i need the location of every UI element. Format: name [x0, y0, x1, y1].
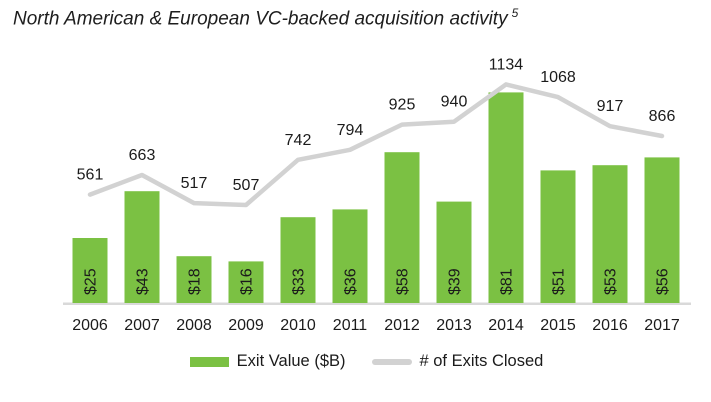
bar-value-label-2015: $51	[551, 268, 568, 295]
x-axis-label-2010: 2010	[280, 317, 316, 334]
legend-line-swatch	[371, 358, 412, 365]
legend-bar-swatch	[189, 356, 229, 367]
bar-2010	[280, 217, 316, 303]
line-value-label-2016: 917	[597, 98, 624, 115]
line-value-label-2008: 517	[181, 175, 208, 192]
x-axis-label-2014: 2014	[488, 317, 524, 334]
chart-title-text: North American & European VC-backed acqu…	[13, 8, 508, 30]
bar-value-label-2010: $33	[291, 268, 308, 295]
bar-2008	[176, 256, 212, 303]
line-value-label-2017: 866	[649, 108, 676, 125]
x-axis-label-2006: 2006	[72, 317, 108, 334]
bar-2015	[540, 170, 576, 303]
footnote-marker: 5	[511, 6, 519, 20]
bar-value-label-2017: $56	[655, 268, 672, 295]
line-value-label-2011: 794	[337, 122, 364, 139]
bar-2012	[384, 152, 420, 303]
x-axis-label-2016: 2016	[592, 317, 628, 334]
x-axis-label-2012: 2012	[384, 317, 420, 334]
bar-value-label-2007: $43	[135, 268, 152, 295]
x-axis-label-2008: 2008	[176, 317, 212, 334]
bar-value-label-2009: $16	[239, 268, 256, 295]
line-value-label-2006: 561	[77, 167, 104, 184]
line-value-label-2010: 742	[285, 132, 312, 149]
bar-value-label-2006: $25	[83, 268, 100, 295]
legend: Exit Value ($B) # of Exits Closed	[0, 352, 711, 371]
line-value-label-2013: 940	[441, 94, 468, 111]
bar-value-label-2014: $81	[499, 268, 516, 295]
bar-2016	[592, 165, 628, 303]
bar-2006	[72, 238, 108, 303]
x-axis-label-2013: 2013	[436, 317, 472, 334]
line-value-label-2012: 925	[389, 97, 416, 114]
legend-line-label: # of Exits Closed	[419, 352, 544, 370]
x-axis-label-2007: 2007	[124, 317, 160, 334]
exits-closed-line	[87, 82, 665, 208]
bar-2009	[228, 261, 264, 303]
chart-title: North American & European VC-backed acqu…	[13, 6, 518, 30]
line-value-label-2015: 1068	[540, 69, 576, 86]
x-axis-label-2011: 2011	[333, 317, 368, 334]
line-value-label-2007: 663	[129, 147, 156, 164]
x-axis-label-2015: 2015	[540, 317, 576, 334]
bar-value-label-2011: $36	[343, 268, 360, 295]
bar-2013	[436, 201, 472, 303]
legend-bar-label: Exit Value ($B)	[236, 352, 346, 370]
bar-2014	[488, 92, 524, 304]
line-value-label-2014: 1134	[489, 56, 524, 73]
bar-value-label-2008: $18	[187, 268, 204, 295]
x-axis-label-2009: 2009	[228, 317, 264, 334]
bar-value-label-2013: $39	[447, 268, 464, 295]
x-axis-label-2017: 2017	[644, 317, 680, 334]
bar-value-label-2012: $58	[395, 268, 412, 295]
bar-2011	[332, 209, 368, 303]
bar-2007	[124, 191, 160, 303]
bar-2017	[644, 157, 680, 303]
bar-value-label-2016: $53	[603, 268, 620, 295]
line-value-label-2009: 507	[233, 177, 260, 194]
